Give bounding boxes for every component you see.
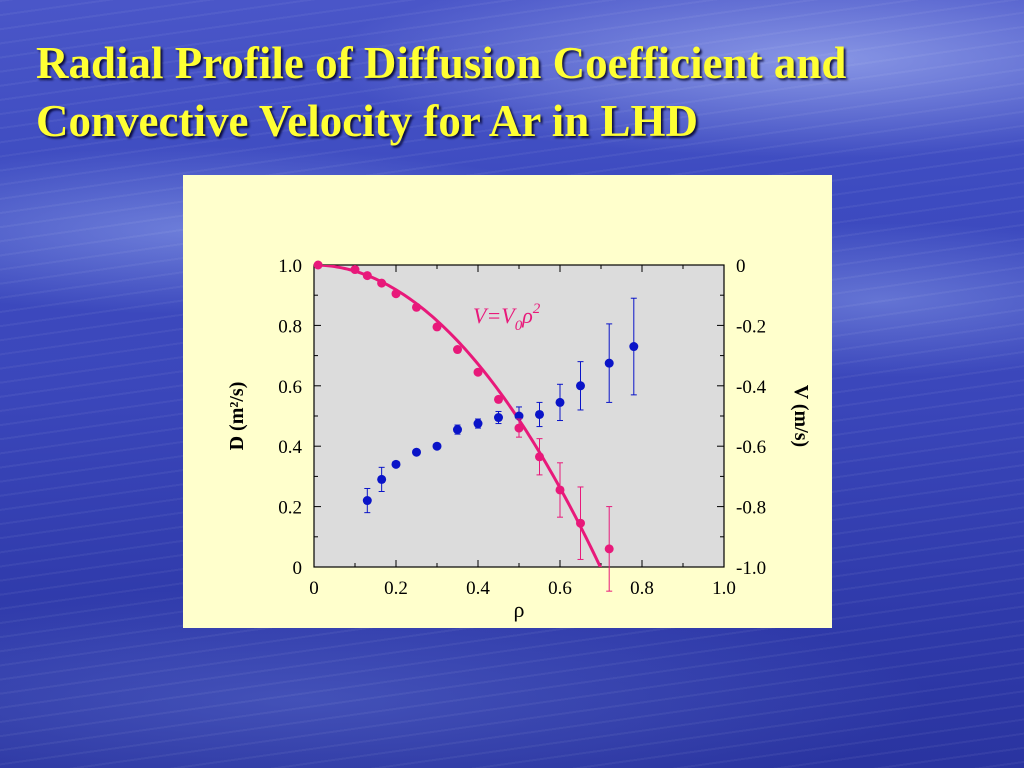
x-tick-label: 0 <box>309 578 319 599</box>
velocity-point <box>473 367 483 377</box>
y-left-tick-label: 0.2 <box>278 498 302 519</box>
velocity-point <box>494 394 503 404</box>
diffusion-point <box>391 459 401 469</box>
velocity-point <box>362 271 372 281</box>
y-right-tick-label: -0.8 <box>736 498 766 519</box>
annotation-prefix: V=V <box>473 303 517 328</box>
velocity-point <box>453 345 462 355</box>
diffusion-point <box>362 496 372 506</box>
velocity-point <box>350 265 360 275</box>
y-right-tick-label: -0.2 <box>736 316 766 337</box>
diffusion-point <box>453 425 462 435</box>
velocity-point <box>313 260 323 270</box>
figure-panel: 0 0.2 0.4 0.6 0.8 1.0 0 0.2 0.4 0.6 0.8 1.0 -1.0 -0.8… <box>183 175 832 628</box>
annotation-subscript: 0 <box>515 318 523 334</box>
velocity-point <box>391 289 401 299</box>
velocity-point <box>377 278 387 288</box>
velocity-point <box>432 322 442 332</box>
x-tick-label: 1.0 <box>712 578 736 599</box>
diffusion-point <box>604 358 614 368</box>
y-left-axis-label: D (m²/s) <box>226 382 248 451</box>
velocity-point <box>576 518 585 528</box>
y-left-tick-label: 0.4 <box>278 437 302 458</box>
diffusion-point <box>377 474 387 484</box>
x-axis-label: ρ <box>514 597 525 622</box>
y-right-tick-label: -0.6 <box>736 437 766 458</box>
diffusion-point <box>535 409 544 419</box>
x-tick-label: 0.6 <box>548 578 572 599</box>
annotation-superscript: 2 <box>533 301 541 317</box>
x-tick-label: 0.4 <box>466 578 490 599</box>
velocity-point <box>412 302 421 312</box>
velocity-point <box>514 423 524 433</box>
axis-labels: 0 0.2 0.4 0.6 0.8 1.000.20.40.60.81.0-1.0-0.8… <box>226 256 812 622</box>
slide-title-line-2: Convective Velocity for Ar in LHD <box>36 96 699 146</box>
y-right-axis-label: V (m/s) <box>790 385 812 447</box>
y-right-tick-label: -1.0 <box>736 558 766 579</box>
diffusion-point <box>473 419 483 429</box>
y-left-tick-label: 0.8 <box>278 316 302 337</box>
y-right-tick-label: -0.4 <box>736 377 767 398</box>
annotation-base: ρ <box>521 303 533 328</box>
velocity-point <box>535 452 544 462</box>
diffusion-point <box>555 397 565 407</box>
x-tick-label: 0.8 <box>630 578 654 599</box>
diffusion-point <box>494 413 503 423</box>
diffusion-point <box>629 342 639 352</box>
slide-title: Radial Profile of Diffusion Coefficient … <box>36 34 996 150</box>
fit-annotation: V=V0ρ2 <box>473 301 541 334</box>
diffusion-point <box>412 447 421 457</box>
y-left-tick-label: 0.6 <box>278 377 302 398</box>
y-right-tick-label: 0 <box>736 256 746 277</box>
y-left-tick-label: 0 <box>293 558 303 579</box>
data-points <box>313 260 639 592</box>
velocity-point <box>604 544 614 554</box>
diffusion-point <box>576 381 585 391</box>
y-left-tick-label: 1.0 <box>278 256 302 277</box>
x-tick-label: 0.2 <box>384 578 408 599</box>
velocity-point <box>555 485 565 495</box>
diffusion-point <box>514 411 524 421</box>
slide-title-line-1: Radial Profile of Diffusion Coefficient … <box>36 38 847 88</box>
diffusion-velocity-chart: 0 0.2 0.4 0.6 0.8 1.000.20.40.60.81.0-1.0-0.8… <box>226 256 812 622</box>
diffusion-point <box>432 441 442 451</box>
